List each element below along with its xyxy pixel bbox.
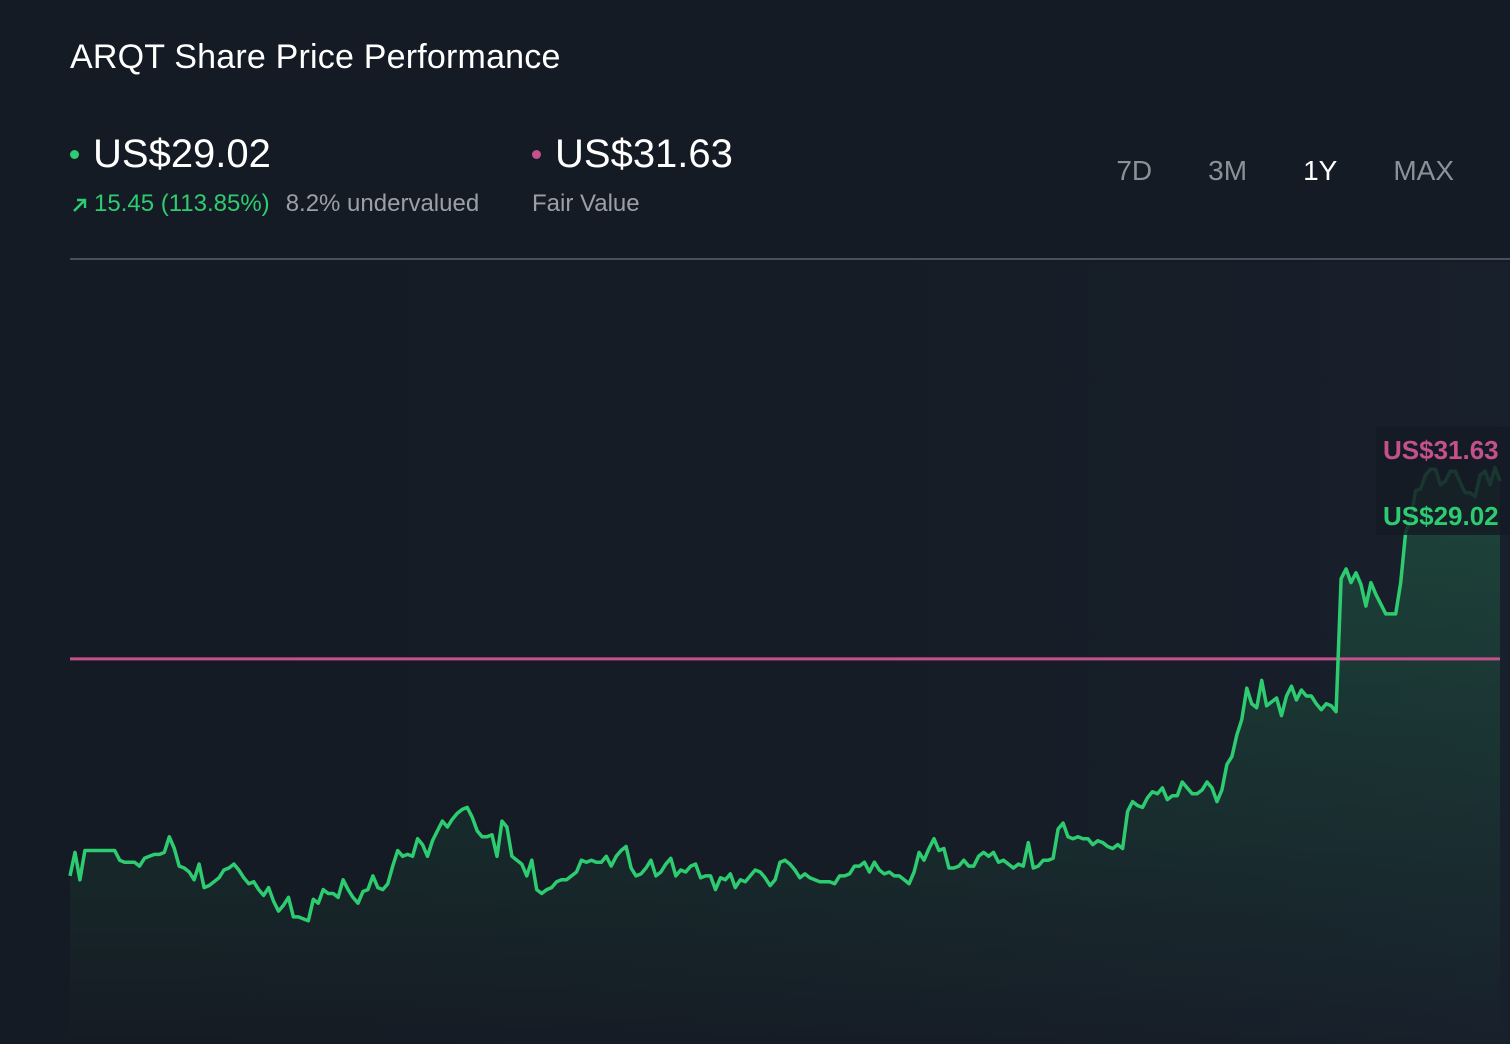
fair-value-stat: US$31.63 Fair Value — [532, 130, 733, 218]
period-1y[interactable]: 1Y — [1303, 155, 1338, 186]
arrow-up-right-icon — [73, 198, 87, 212]
price-dot-icon — [70, 149, 79, 159]
fair-value-end-label: US$31.63 — [1383, 435, 1499, 465]
header-divider — [70, 258, 1510, 260]
price-change: 15.45 (113.85%) — [70, 190, 270, 218]
fair-value-label: Fair Value — [532, 190, 640, 217]
end-label-box — [1376, 426, 1510, 535]
fair-value-dot-icon — [532, 149, 541, 159]
period-selector: 7D 3M 1Y MAX — [1088, 155, 1482, 187]
current-price: US$29.02 — [93, 132, 271, 176]
price-area — [70, 467, 1500, 1044]
period-7d[interactable]: 7D — [1116, 155, 1153, 186]
period-3m[interactable]: 3M — [1208, 155, 1248, 186]
valuation-text: 8.2% undervalued — [285, 190, 480, 217]
price-stat: US$29.02 15.45 (113.85%) 8.2% undervalue… — [70, 130, 479, 218]
price-line — [68, 465, 1502, 923]
fair-value: US$31.63 — [555, 132, 733, 176]
period-max[interactable]: MAX — [1393, 155, 1454, 186]
price-change-value: 15.45 (113.85%) — [94, 190, 270, 217]
page-title: ARQT Share Price Performance — [70, 38, 561, 76]
price-end-label: US$29.02 — [1383, 501, 1499, 531]
